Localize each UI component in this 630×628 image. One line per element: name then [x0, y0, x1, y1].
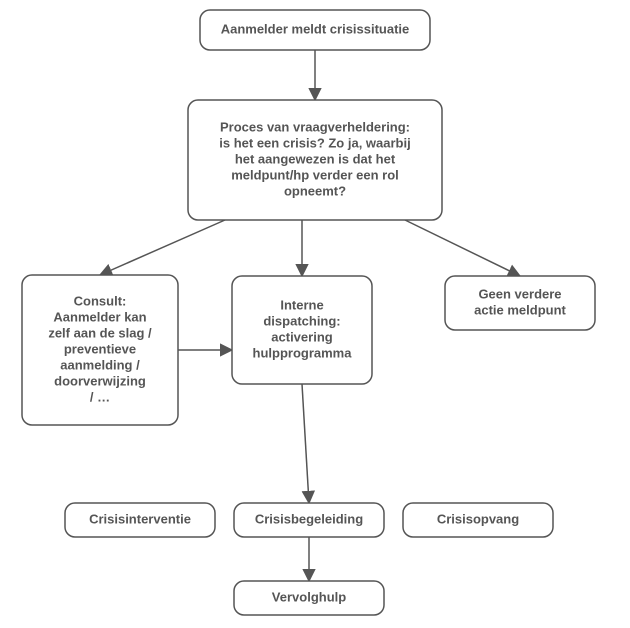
node-geen-actie-label-1: actie meldpunt	[474, 302, 566, 317]
node-consult-label-5: doorverwijzing	[54, 373, 146, 388]
node-vervolghulp-label-0: Vervolghulp	[272, 589, 346, 604]
node-aanmelder-label-0: Aanmelder meldt crisissituatie	[221, 21, 410, 36]
node-interne-dispatch-label-2: activering	[271, 329, 332, 344]
node-aanmelder: Aanmelder meldt crisissituatie	[200, 10, 430, 50]
node-vraagverheldering-label-1: is het een crisis? Zo ja, waarbij	[219, 135, 410, 150]
node-vraagverheldering-label-4: opneemt?	[284, 183, 346, 198]
node-crisisopvang-label-0: Crisisopvang	[437, 511, 519, 526]
node-consult-label-3: preventieve	[64, 341, 136, 356]
node-crisisinterventie: Crisisinterventie	[65, 503, 215, 537]
node-vraagverheldering-label-3: meldpunt/hp verder een rol	[231, 167, 399, 182]
node-consult-label-2: zelf aan de slag /	[48, 325, 152, 340]
node-vervolghulp: Vervolghulp	[234, 581, 384, 615]
node-consult-label-1: Aanmelder kan	[53, 309, 146, 324]
node-interne-dispatch-label-0: Interne	[280, 297, 323, 312]
node-vraagverheldering-label-2: het aangewezen is dat het	[235, 151, 396, 166]
node-crisisopvang: Crisisopvang	[403, 503, 553, 537]
node-geen-actie-label-0: Geen verdere	[478, 286, 561, 301]
edge-n2-n5	[405, 220, 520, 276]
node-interne-dispatch-label-1: dispatching:	[263, 313, 340, 328]
node-consult: Consult:Aanmelder kanzelf aan de slag /p…	[22, 275, 178, 425]
node-vraagverheldering: Proces van vraagverheldering:is het een …	[188, 100, 442, 220]
node-consult-label-4: aanmelding /	[60, 357, 140, 372]
edge-n2-n3	[100, 220, 225, 275]
node-consult-label-6: / …	[90, 389, 110, 404]
node-crisisbegeleiding-label-0: Crisisbegeleiding	[255, 511, 363, 526]
node-interne-dispatch-label-3: hulpprogramma	[253, 345, 353, 360]
node-interne-dispatch: Internedispatching:activeringhulpprogram…	[232, 276, 372, 384]
flowchart-svg: Aanmelder meldt crisissituatie Proces van…	[0, 0, 630, 628]
node-crisisbegeleiding: Crisisbegeleiding	[234, 503, 384, 537]
node-consult-label-0: Consult:	[74, 293, 127, 308]
edge-n4-n7	[302, 384, 309, 503]
node-vraagverheldering-label-0: Proces van vraagverheldering:	[220, 119, 410, 134]
node-crisisinterventie-label-0: Crisisinterventie	[89, 511, 191, 526]
node-geen-actie: Geen verdereactie meldpunt	[445, 276, 595, 330]
